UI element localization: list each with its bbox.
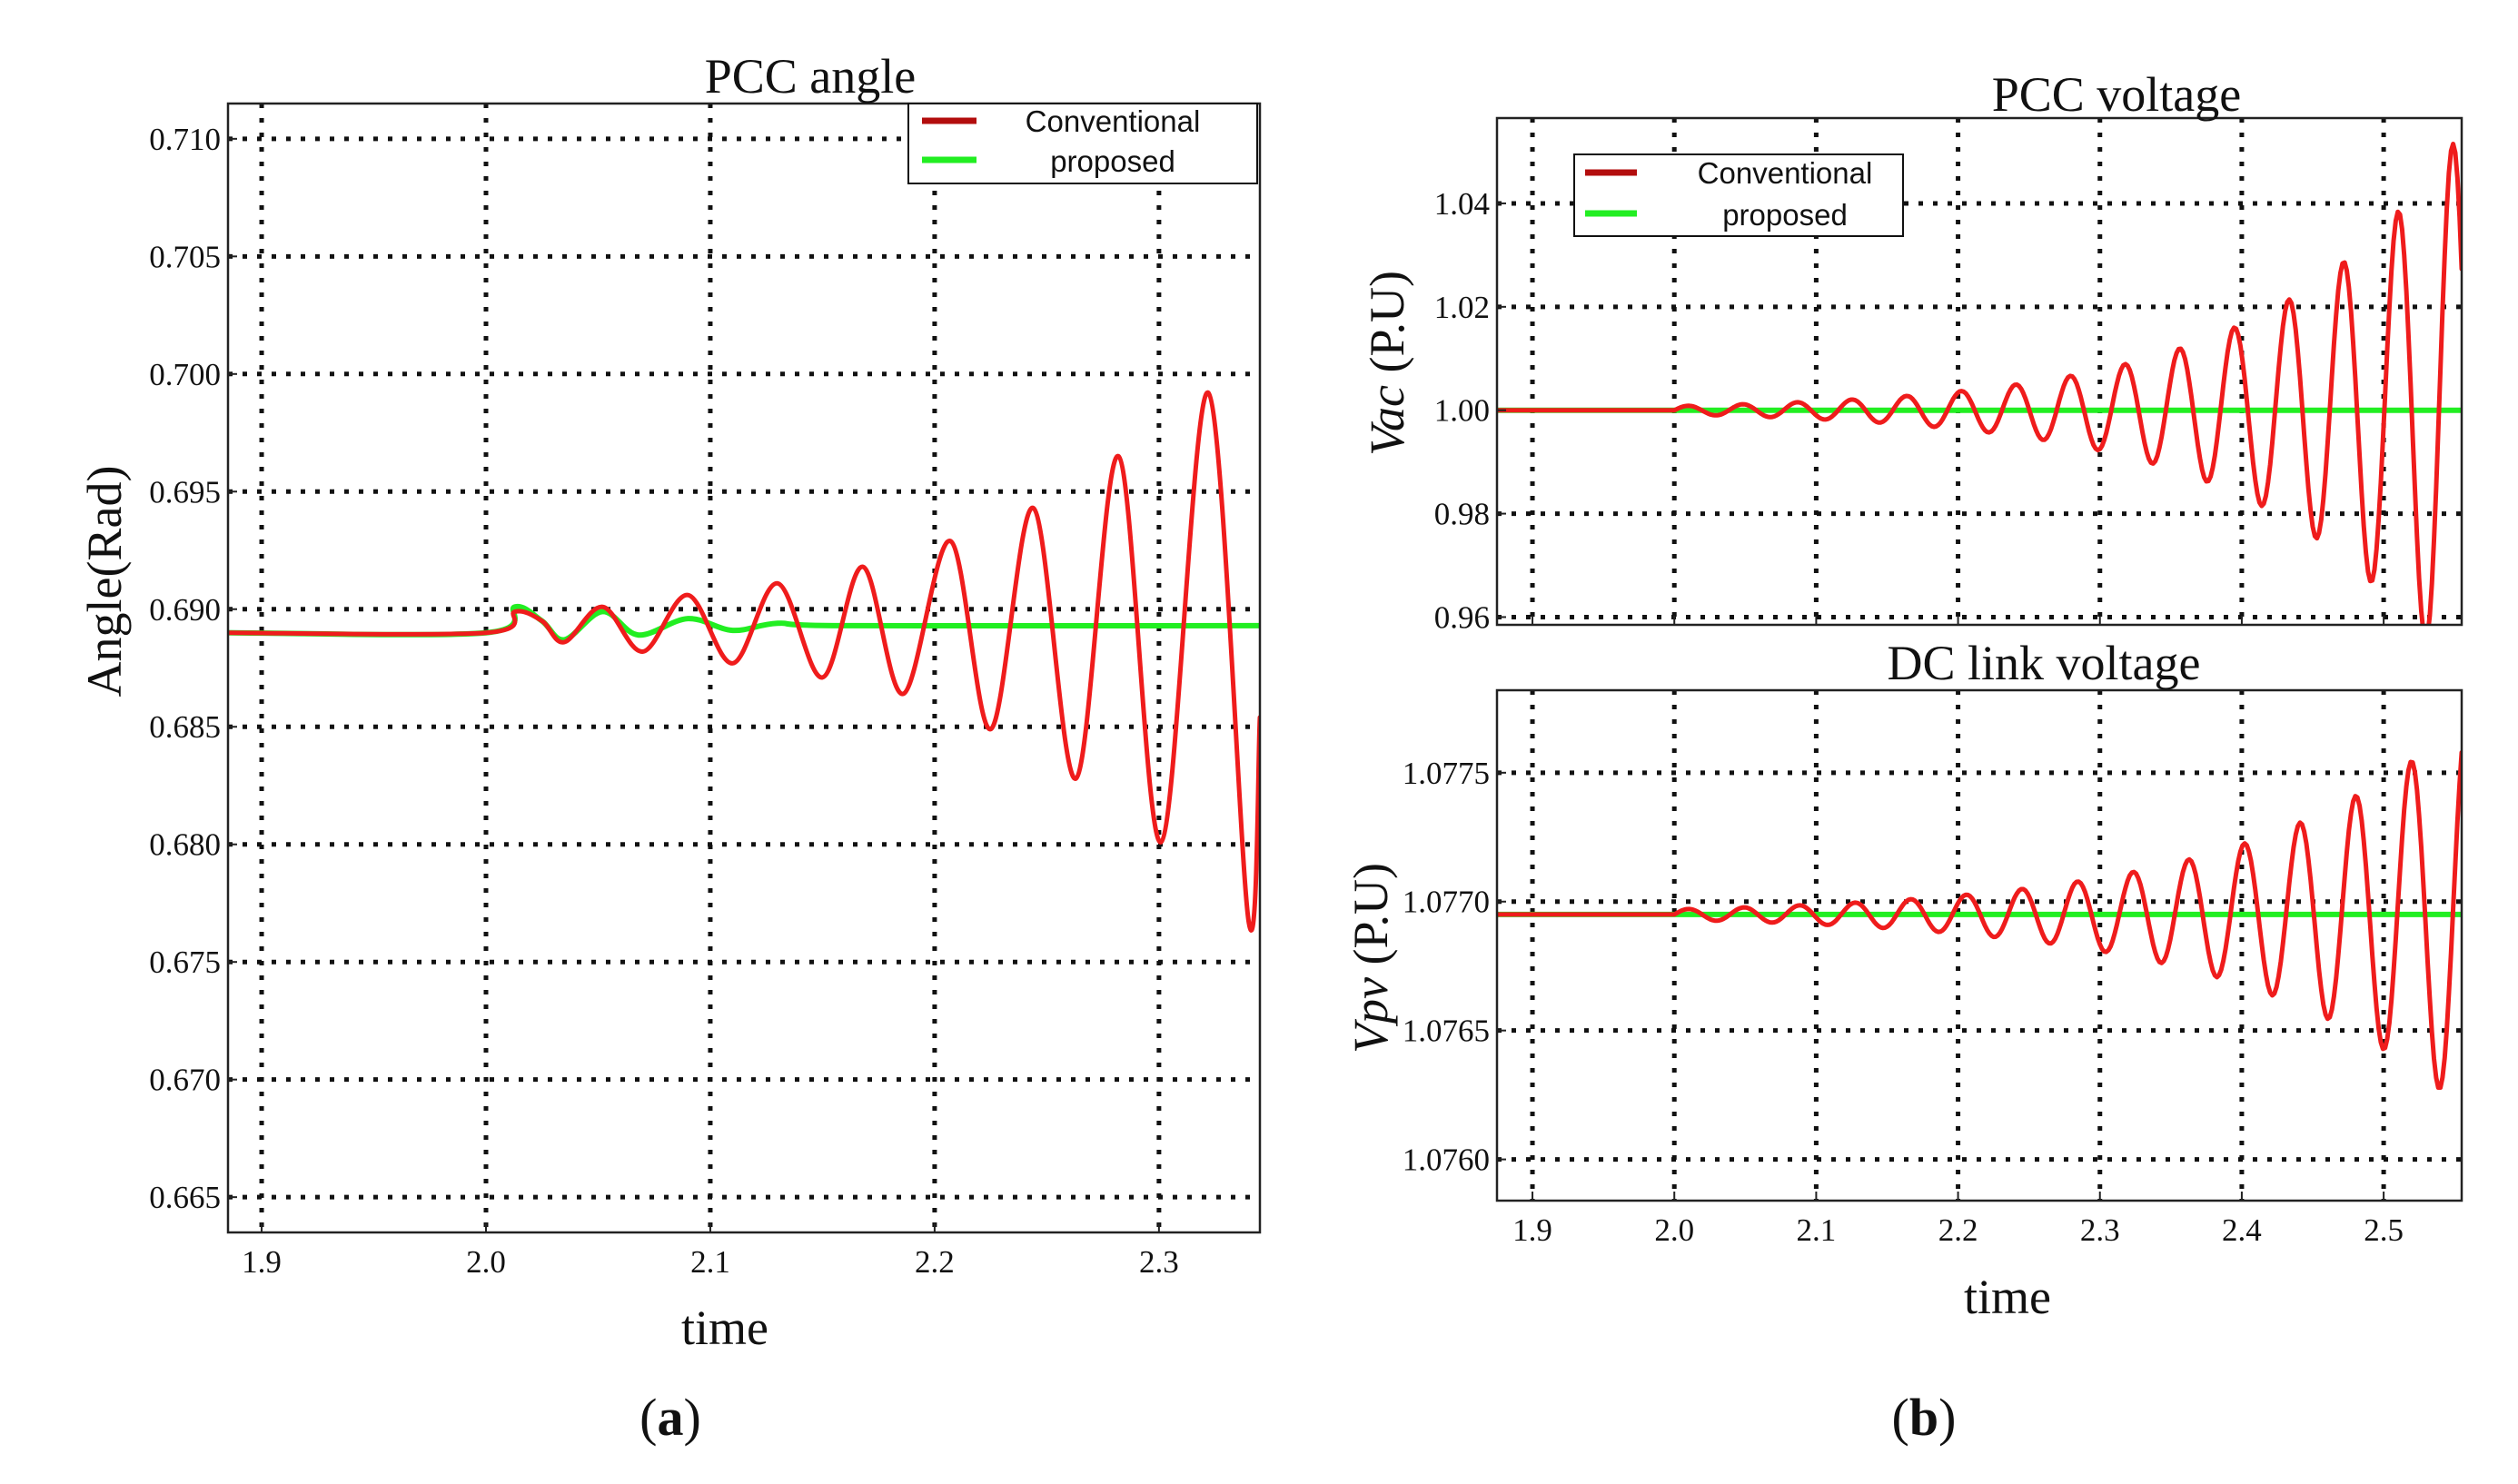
x-tick-label: 2.4: [2222, 1212, 2262, 1248]
y-tick-label: 1.0760: [1403, 1143, 1490, 1178]
x-tick-label: 2.0: [466, 1244, 506, 1280]
x-tick-label: 2.0: [1654, 1212, 1694, 1248]
chart-title-b-top: PCC voltage: [1992, 67, 2242, 122]
plot-frame-a: [226, 102, 1262, 1234]
ticks-b-bottom: 1.9 2.0 2.1 2.2 2.3 2.4 2.5 1.0760 1.0765 1.0770 1…: [1403, 756, 2404, 1248]
y-axis-label-b-top-symbol: Vac: [1360, 385, 1414, 456]
caption-a-close: ): [684, 1388, 701, 1447]
x-tick-label: 2.2: [915, 1244, 955, 1280]
grid-b-bottom: [1497, 690, 2462, 1201]
x-tick-label: 1.9: [242, 1244, 282, 1280]
grid-a: [228, 104, 1260, 1232]
chart-title-b-bottom: DC link voltage: [1888, 636, 2201, 690]
y-tick-label: 0.695: [149, 474, 221, 510]
series-line-conventional-a: [228, 390, 1260, 933]
y-tick-label: 0.710: [149, 122, 221, 157]
caption-a-letter: a: [658, 1388, 684, 1447]
caption-b-open: (: [1892, 1388, 1909, 1447]
legend-label-proposed-b: proposed: [1722, 198, 1848, 232]
y-tick-label: 0.670: [149, 1063, 221, 1098]
caption-a: (a): [639, 1388, 701, 1447]
series-group-a: [228, 390, 1260, 933]
caption-b-letter: b: [1909, 1388, 1938, 1447]
y-tick-label: 0.96: [1434, 599, 1490, 635]
y-tick-label: 1.02: [1434, 290, 1490, 325]
series-line-conventional-b-top: [1497, 142, 2462, 625]
chart-panel-a: 1.9 2.0 2.1 2.2 2.3 0.665 0.670 0.675 0.680 0.685…: [77, 49, 1262, 1447]
x-tick-label: 2.1: [690, 1244, 730, 1280]
plot-frame-b-top: [1495, 116, 2463, 627]
caption-a-open: (: [639, 1388, 657, 1447]
plot-frame-b-bottom: [1495, 688, 2463, 1202]
chart-title-a: PCC angle: [705, 49, 917, 104]
x-tick-label: 2.2: [1938, 1212, 1978, 1248]
y-tick-label: 0.665: [149, 1180, 221, 1215]
series-group-b-bottom: [1497, 750, 2462, 1090]
ticks-b-top: 0.96 0.98 1.00 1.02 1.04: [1434, 186, 2385, 635]
y-tick-label: 0.685: [149, 709, 221, 745]
legend-label-conventional-b: Conventional: [1698, 156, 1873, 190]
ticks-a: 1.9 2.0 2.1 2.2 2.3 0.665 0.670 0.675 0.680 0.685…: [149, 122, 1178, 1280]
caption-b-close: ): [1938, 1388, 1956, 1447]
y-tick-label: 1.04: [1434, 186, 1490, 222]
x-axis-label-b: time: [1964, 1270, 2051, 1324]
legend-label-proposed-a: proposed: [1050, 144, 1175, 178]
series-line-conventional-b-bottom: [1497, 750, 2462, 1090]
legend-label-conventional-a: Conventional: [1026, 104, 1201, 138]
y-axis-label-b-bottom: Vpv (P.U): [1343, 863, 1398, 1054]
x-tick-label: 2.3: [2080, 1212, 2120, 1248]
chart-panel-b-bottom: 1.9 2.0 2.1 2.2 2.3 2.4 2.5 1.0760 1.0765 1.0770 1…: [1343, 636, 2463, 1447]
y-tick-label: 0.675: [149, 945, 221, 980]
x-tick-label: 2.5: [2364, 1212, 2404, 1248]
y-axis-label-b-top-unit: (P.U): [1360, 271, 1414, 373]
y-tick-label: 1.0765: [1403, 1014, 1490, 1049]
legend-b: Conventional proposed: [1573, 153, 1904, 237]
y-tick-label: 0.690: [149, 592, 221, 628]
y-tick-label: 0.680: [149, 827, 221, 863]
y-tick-label: 1.0770: [1403, 885, 1490, 920]
y-tick-label: 1.0775: [1403, 756, 1490, 791]
y-tick-label: 0.98: [1434, 497, 1490, 532]
y-tick-label: 0.700: [149, 357, 221, 392]
x-tick-label: 1.9: [1512, 1212, 1552, 1248]
y-tick-label: 1.00: [1434, 393, 1490, 429]
legend-box-a: [907, 103, 1258, 184]
y-axis-label-b-bottom-unit: (P.U): [1343, 863, 1398, 965]
x-tick-label: 2.3: [1139, 1244, 1179, 1280]
y-axis-label-a: Angle(Rad): [77, 466, 132, 697]
series-group-b-top: [1497, 142, 2462, 625]
y-tick-label: 0.705: [149, 239, 221, 274]
x-tick-label: 2.1: [1797, 1212, 1837, 1248]
x-axis-label-a: time: [681, 1301, 768, 1355]
y-axis-label-b-top: Vac (P.U): [1360, 271, 1414, 456]
chart-panel-b-top: 0.96 0.98 1.00 1.02 1.04 PCC voltage Vac (P.…: [1360, 67, 2463, 635]
y-axis-label-b-bottom-space: [1343, 965, 1398, 978]
caption-b: (b): [1892, 1388, 1957, 1447]
y-axis-label-b-top-space: [1360, 373, 1414, 386]
legend-a: Conventional proposed: [907, 103, 1258, 184]
legend-box-b: [1573, 153, 1904, 237]
y-axis-label-b-bottom-symbol: Vpv: [1343, 977, 1398, 1054]
